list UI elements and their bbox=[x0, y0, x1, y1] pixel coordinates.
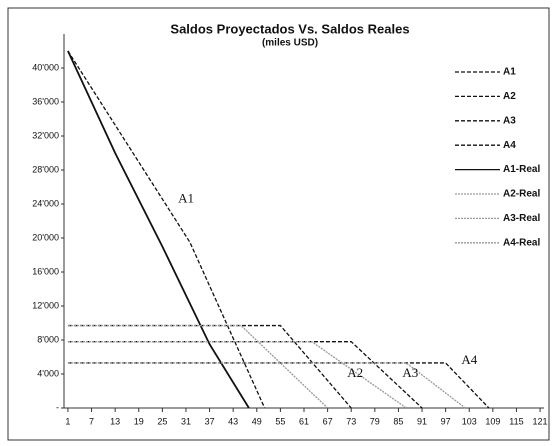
x-tick-label: 97 bbox=[441, 416, 451, 426]
legend-label: A4-Real bbox=[503, 237, 540, 248]
line bbox=[67, 362, 466, 409]
x-tick-label: 1 bbox=[65, 416, 70, 426]
x-tick-label: 31 bbox=[181, 416, 191, 426]
y-tick-label: 16'000 bbox=[32, 266, 59, 276]
line bbox=[67, 50, 250, 409]
y-tick-label: 40'000 bbox=[32, 62, 59, 72]
chart-frame bbox=[7, 7, 550, 441]
x-tick-label: 91 bbox=[417, 416, 427, 426]
annotation: A4 bbox=[461, 352, 477, 367]
x-tick-label: 19 bbox=[134, 416, 144, 426]
y-tick-label: 4'000 bbox=[37, 368, 59, 378]
annotation: A2 bbox=[347, 365, 363, 380]
legend-label: A1-Real bbox=[503, 164, 540, 175]
x-tick-label: 55 bbox=[275, 416, 285, 426]
line bbox=[67, 341, 407, 409]
chart-title: Saldos Proyectados Vs. Saldos Reales bbox=[170, 21, 409, 36]
x-tick-label: 37 bbox=[205, 416, 215, 426]
legend-label: A2-Real bbox=[503, 189, 540, 200]
chart-subtitle: (miles USD) bbox=[262, 38, 318, 49]
x-tick-label: 121 bbox=[533, 416, 548, 426]
annotation: A1 bbox=[178, 191, 194, 206]
annotation: A3 bbox=[402, 365, 418, 380]
x-tick-label: 85 bbox=[393, 416, 403, 426]
line bbox=[67, 324, 352, 409]
x-tick-label: 73 bbox=[346, 416, 356, 426]
x-tick-label: 115 bbox=[509, 416, 523, 426]
x-tick-label: 61 bbox=[299, 416, 309, 426]
line bbox=[67, 341, 423, 409]
legend-label: A4 bbox=[503, 140, 516, 151]
x-tick-label: 109 bbox=[485, 416, 500, 426]
x-tick-label: 67 bbox=[323, 416, 333, 426]
y-tick-label: 12'000 bbox=[32, 300, 59, 310]
x-tick-label: 103 bbox=[462, 416, 477, 426]
y-tick-label: - bbox=[56, 402, 59, 412]
y-tick-label: 32'000 bbox=[32, 130, 59, 140]
y-tick-label: 28'000 bbox=[32, 164, 59, 174]
legend-label: A3 bbox=[503, 115, 516, 126]
y-tick-label: 24'000 bbox=[32, 198, 59, 208]
x-tick-label: 79 bbox=[370, 416, 380, 426]
x-tick-label: 49 bbox=[252, 416, 262, 426]
line bbox=[67, 50, 266, 409]
legend-label: A2 bbox=[503, 91, 516, 102]
line bbox=[67, 324, 329, 409]
y-tick-label: 8'000 bbox=[37, 334, 59, 344]
legend-label: A3-Real bbox=[503, 213, 540, 224]
legend-label: A1 bbox=[503, 67, 516, 78]
x-tick-label: 43 bbox=[228, 416, 238, 426]
x-tick-label: 13 bbox=[110, 416, 120, 426]
x-tick-label: 7 bbox=[89, 416, 94, 426]
y-tick-label: 36'000 bbox=[32, 96, 59, 106]
line bbox=[67, 362, 490, 409]
y-tick-label: 20'000 bbox=[32, 232, 59, 242]
x-tick-label: 25 bbox=[157, 416, 167, 426]
